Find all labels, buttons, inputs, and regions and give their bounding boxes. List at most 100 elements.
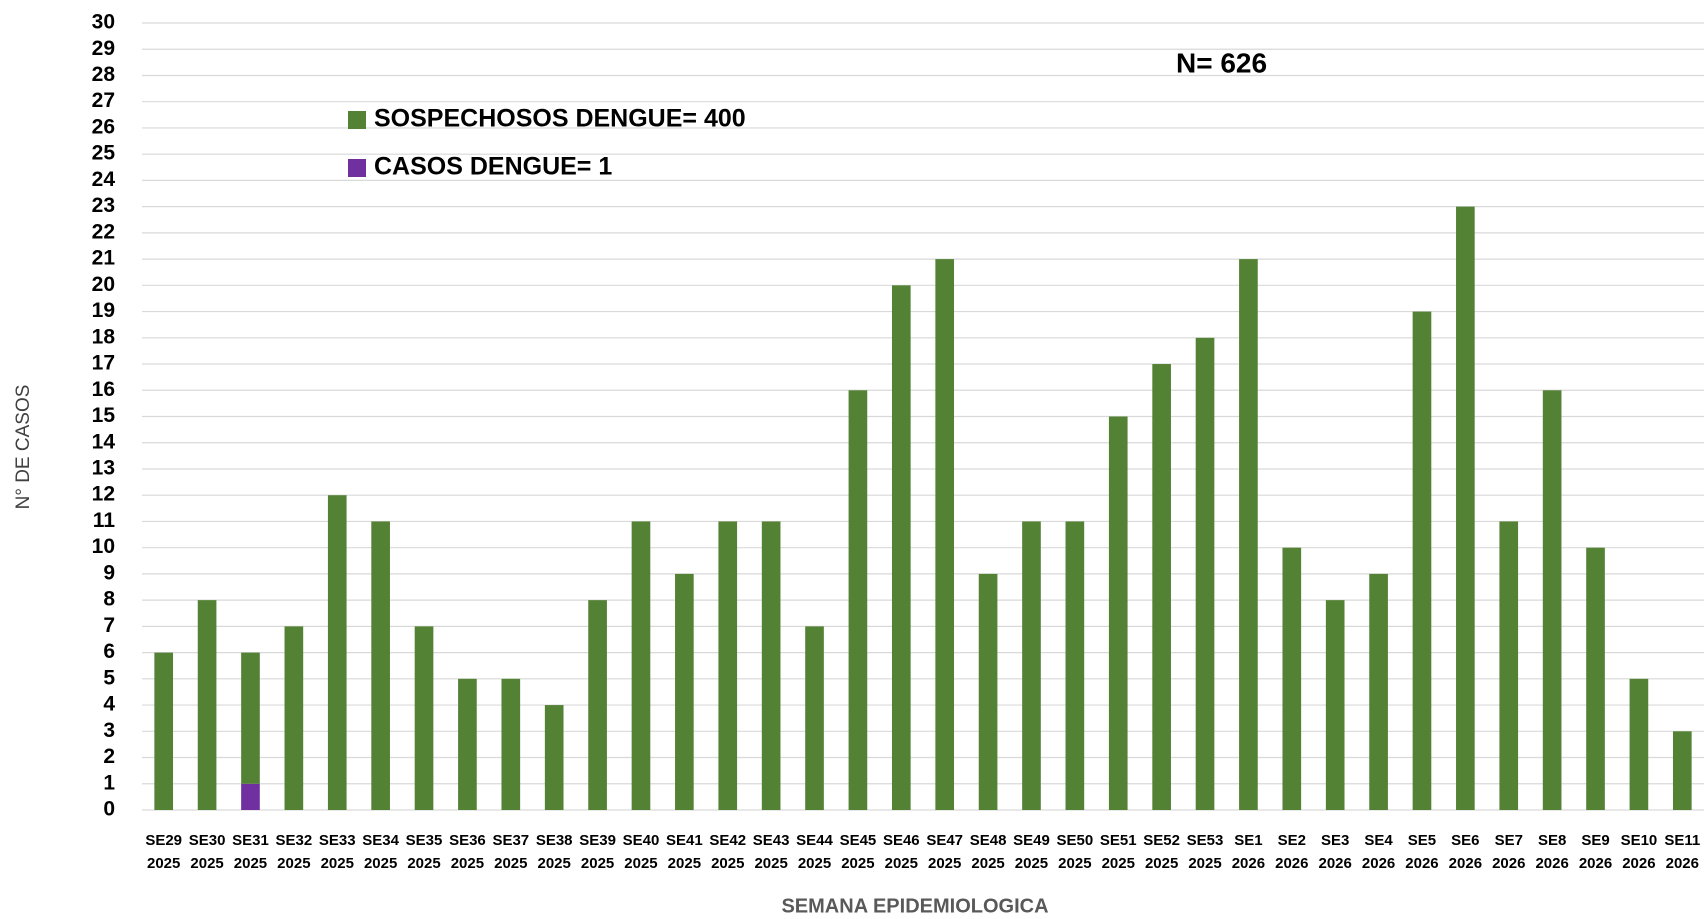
x-tick-label: SE48 2025 [970,832,1007,872]
y-tick-label: 27 [92,89,115,112]
bar [891,285,911,810]
bar [848,390,868,810]
x-tick-label: SE50 2025 [1057,832,1094,872]
bar [1065,521,1085,810]
y-axis-label: N° DE CASOS [13,385,34,510]
y-tick-label: 25 [92,142,116,165]
bar [1586,547,1605,810]
x-tick-label: SE40 2025 [623,832,660,872]
bar [1325,600,1345,810]
y-tick-label: 16 [92,378,115,401]
bar [1282,547,1302,810]
x-tick-label: SE33 2025 [319,832,356,872]
y-tick-label: 14 [92,430,116,453]
chart-title: N= 626 [1176,47,1267,78]
y-tick-label: 19 [92,299,115,322]
y-tick-label: 11 [93,509,116,532]
x-tick-label: SE39 2025 [579,832,616,872]
x-tick-label: SE44 2025 [796,832,833,872]
y-tick-label: 30 [92,11,115,34]
x-tick-label: SE53 2025 [1187,832,1224,872]
bar [284,626,304,810]
x-tick-label: SE42 2025 [709,832,746,872]
x-tick-label: SE36 2025 [449,832,486,872]
y-tick-label: 15 [92,404,116,427]
bar [544,705,564,810]
x-tick-label: SE2 2026 [1275,832,1308,872]
x-tick-label: SE49 2025 [1013,832,1050,872]
bar [631,521,651,810]
y-tick-label: 4 [103,693,115,716]
bar [371,521,390,810]
x-tick-label: SE10 2026 [1621,832,1658,872]
bar [1152,364,1171,810]
y-tick-label: 9 [103,561,115,584]
y-tick-label: 18 [92,325,116,348]
x-axis-label: SEMANA EPIDEMIOLOGICA [781,895,1048,917]
bar [1369,573,1388,810]
y-tick-label: 2 [103,745,115,768]
bar [588,600,607,810]
x-tick-label: SE4 2026 [1362,832,1395,872]
x-tick-label: SE3 2026 [1319,832,1352,872]
x-tick-label: SE8 2026 [1535,832,1568,872]
y-tick-label: 6 [103,640,115,663]
bar [1022,521,1041,810]
bar [978,573,998,810]
y-tick-label: 21 [92,247,116,270]
x-tick-label: SE41 2025 [666,832,703,872]
x-tick-label: SE34 2025 [362,832,399,872]
bar [718,521,738,810]
x-tick-label: SE51 2025 [1100,832,1137,872]
x-tick-label: SE30 2025 [189,832,226,872]
bar [1108,416,1128,810]
bar [197,600,217,810]
y-tick-label: 1 [103,771,115,794]
y-tick-label: 3 [103,719,115,742]
x-tick-label: SE45 2025 [840,832,877,872]
x-tick-label: SE7 2026 [1492,832,1525,872]
y-tick-label: 26 [92,115,115,138]
x-tick-label: SE9 2026 [1579,832,1612,872]
y-tick-label: 0 [103,798,115,821]
legend-swatch [348,159,366,177]
x-tick-label: SE35 2025 [406,832,443,872]
x-tick-label: SE29 2025 [145,832,182,872]
x-tick-label: SE11 2026 [1664,832,1700,872]
legend-swatch [348,111,366,129]
y-tick-label: 28 [92,63,116,86]
bar [675,573,694,810]
bar [805,626,824,810]
x-tick-label: SE37 2025 [492,832,529,872]
x-tick-label: SE43 2025 [753,832,790,872]
y-tick-label: 23 [92,194,115,217]
x-tick-label: SE52 2025 [1143,832,1180,872]
bar [935,259,955,811]
bar [1499,521,1519,810]
bar [501,678,521,810]
x-tick-label: SE47 2025 [926,832,963,872]
bar [1629,678,1649,810]
bar [241,783,260,810]
bar [1456,206,1475,811]
x-tick-label: SE6 2026 [1449,832,1482,872]
bar [761,521,781,810]
y-tick-label: 5 [103,666,115,689]
y-tick-label: 24 [92,168,116,191]
y-tick-label: 22 [92,220,115,243]
y-tick-label: 13 [92,457,115,480]
bar [1672,731,1692,810]
bar [1542,390,1562,810]
bar [414,626,434,810]
bar [1195,337,1215,810]
legend-label: CASOS DENGUE= 1 [374,153,612,181]
y-tick-label: 8 [103,588,115,611]
x-tick-label: SE31 2025 [232,832,269,872]
x-tick-label: SE32 2025 [276,832,313,872]
x-tick-label: SE5 2026 [1405,832,1438,872]
legend-label: SOSPECHOSOS DENGUE= 400 [374,105,746,133]
bar [154,652,174,810]
y-tick-label: 20 [92,273,115,296]
y-tick-label: 7 [103,614,115,637]
